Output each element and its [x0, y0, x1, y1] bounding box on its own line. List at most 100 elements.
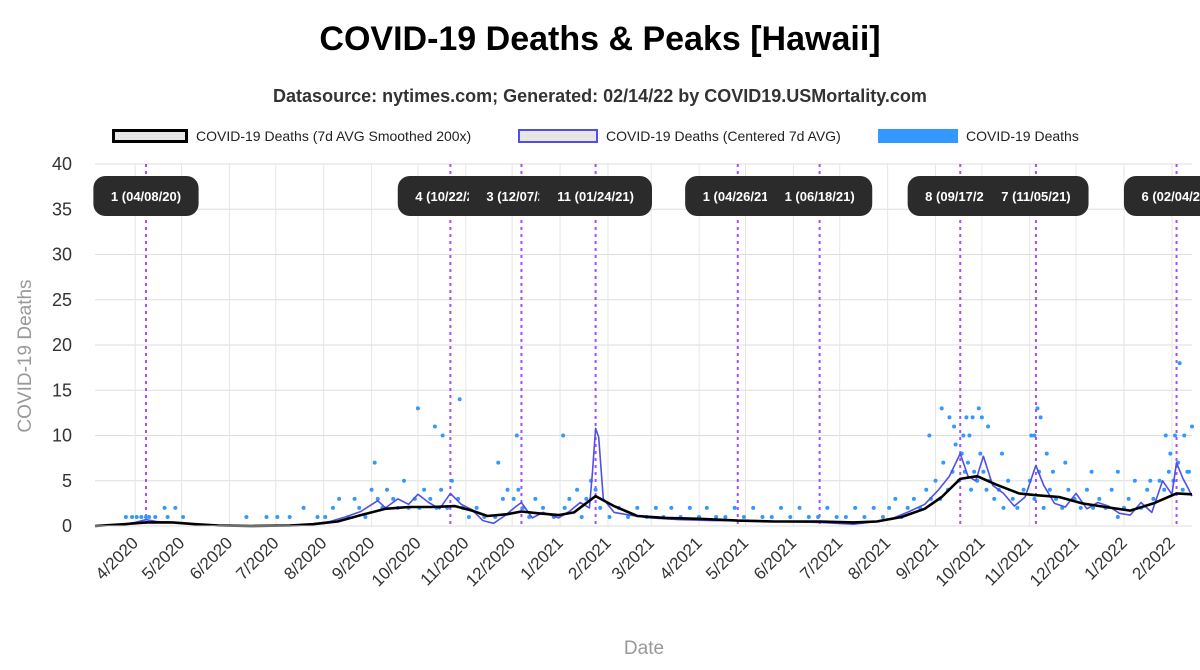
x-tick-label: 1/2022 — [1081, 533, 1131, 583]
data-point — [1015, 505, 1020, 510]
data-point — [967, 433, 972, 438]
peak-label: 11 (01/24/21) — [539, 176, 653, 216]
data-point — [862, 514, 867, 519]
data-point — [947, 415, 952, 420]
data-point — [1109, 487, 1114, 492]
x-tick-label: 10/2020 — [368, 533, 425, 590]
data-point — [979, 415, 984, 420]
data-point — [1047, 487, 1052, 492]
data-point — [561, 433, 566, 438]
data-point — [1044, 451, 1049, 456]
data-point — [449, 478, 454, 483]
data-point — [264, 514, 269, 519]
series-line-centered — [94, 427, 1193, 527]
x-tick-label: 6/2021 — [750, 533, 800, 583]
data-point — [337, 496, 342, 501]
peak-label: 1 (04/08/20) — [93, 176, 199, 216]
data-point — [352, 496, 357, 501]
series-line-smoothed — [94, 474, 1193, 528]
legend-item-centered[interactable]: COVID-19 Deaths (Centered 7d AVG) — [518, 125, 841, 147]
y-tick-label: 5 — [62, 471, 72, 491]
peak-label-box — [93, 176, 199, 216]
data-point — [788, 514, 793, 519]
data-point — [626, 514, 631, 519]
data-point — [732, 505, 737, 510]
data-point — [797, 505, 802, 510]
x-tick-label: 12/2021 — [1026, 533, 1083, 590]
data-point — [953, 442, 958, 447]
data-point — [505, 487, 510, 492]
data-point — [769, 514, 774, 519]
data-point — [669, 505, 674, 510]
data-point — [579, 514, 584, 519]
data-point — [323, 514, 328, 519]
data-point — [999, 451, 1004, 456]
data-point — [1091, 505, 1096, 510]
data-point — [723, 514, 728, 519]
data-point — [134, 514, 139, 519]
x-tick-label: 12/2020 — [462, 533, 519, 590]
data-point — [357, 505, 362, 510]
data-point — [806, 514, 811, 519]
data-point — [1115, 469, 1120, 474]
y-tick-label: 15 — [52, 380, 72, 400]
data-point — [1032, 433, 1037, 438]
data-point — [607, 514, 612, 519]
data-point — [893, 496, 898, 501]
peak-label-text: 8 (09/17/21) — [925, 189, 995, 204]
data-point — [687, 505, 692, 510]
data-point — [1021, 487, 1026, 492]
data-point — [162, 505, 167, 510]
x-tick-label: 11/2021 — [981, 533, 1037, 589]
data-point — [514, 433, 519, 438]
data-point — [880, 514, 885, 519]
data-point — [751, 505, 756, 510]
data-point — [1115, 514, 1120, 519]
peak-label-text: 1 (04/08/20) — [111, 189, 181, 204]
peak-label-text: 4 (10/22/20) — [415, 189, 485, 204]
data-point — [1001, 505, 1006, 510]
x-tick-label: 4/2020 — [92, 533, 142, 583]
x-tick-label: 10/2021 — [932, 533, 989, 590]
y-tick-label: 0 — [62, 516, 72, 536]
x-axis-title: Date — [623, 638, 665, 659]
data-point — [905, 505, 910, 510]
peak-label-text: 1 (06/18/21) — [785, 189, 855, 204]
data-point — [130, 514, 135, 519]
x-tick-label: 5/2020 — [138, 533, 188, 583]
legend-item-smoothed[interactable]: COVID-19 Deaths (7d AVG Smoothed 200x) — [112, 125, 471, 147]
data-point — [1151, 496, 1156, 501]
x-tick-label: 3/2021 — [608, 533, 658, 583]
data-point — [1173, 433, 1178, 438]
data-point — [301, 505, 306, 510]
data-point — [970, 415, 975, 420]
data-point — [598, 505, 603, 510]
legend-swatch-smoothed — [112, 129, 188, 143]
peak-label: 6 (02/04/22) — [1123, 176, 1200, 216]
data-point — [496, 460, 501, 465]
x-tick-label: 11/2020 — [417, 533, 473, 589]
legend: COVID-19 Deaths (7d AVG Smoothed 200x) C… — [0, 125, 1200, 147]
data-point — [516, 487, 521, 492]
data-point — [1010, 496, 1015, 501]
data-point — [1180, 487, 1185, 492]
data-point — [375, 496, 380, 501]
legend-item-deaths[interactable]: COVID-19 Deaths — [878, 125, 1079, 147]
data-point — [575, 487, 580, 492]
data-point — [567, 496, 572, 501]
data-point — [635, 505, 640, 510]
data-point — [123, 514, 128, 519]
data-point — [965, 460, 970, 465]
data-point — [541, 505, 546, 510]
peak-label: 1 (06/18/21) — [767, 176, 873, 216]
peak-label: 7 (11/05/21) — [983, 176, 1089, 216]
data-point — [1132, 478, 1137, 483]
peak-label-box — [1123, 176, 1200, 216]
data-point — [562, 505, 567, 510]
data-point — [964, 415, 969, 420]
data-point — [760, 514, 765, 519]
chart-title: COVID-19 Deaths & Peaks [Hawaii] — [319, 20, 881, 58]
data-point — [315, 514, 320, 519]
data-point — [474, 505, 479, 510]
x-tick-label: 4/2021 — [656, 533, 706, 583]
